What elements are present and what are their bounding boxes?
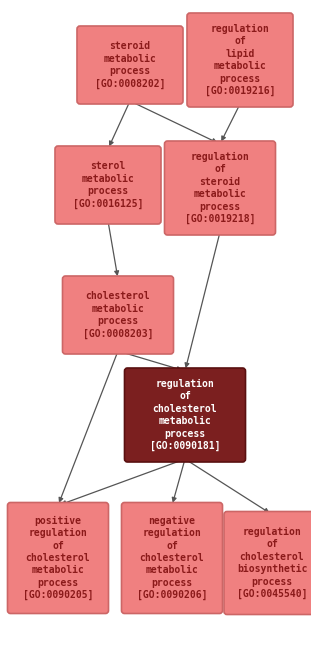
FancyBboxPatch shape <box>55 146 161 224</box>
FancyBboxPatch shape <box>187 13 293 107</box>
Text: regulation
of
lipid
metabolic
process
[GO:0019216]: regulation of lipid metabolic process [G… <box>205 24 275 96</box>
FancyBboxPatch shape <box>77 26 183 104</box>
FancyBboxPatch shape <box>7 503 109 613</box>
Text: regulation
of
cholesterol
metabolic
process
[GO:0090181]: regulation of cholesterol metabolic proc… <box>150 379 220 451</box>
FancyBboxPatch shape <box>122 503 222 613</box>
Text: cholesterol
metabolic
process
[GO:0008203]: cholesterol metabolic process [GO:000820… <box>83 291 153 339</box>
FancyBboxPatch shape <box>63 276 174 354</box>
FancyBboxPatch shape <box>224 512 311 615</box>
FancyBboxPatch shape <box>165 141 276 235</box>
Text: regulation
of
cholesterol
biosynthetic
process
[GO:0045540]: regulation of cholesterol biosynthetic p… <box>237 527 307 599</box>
Text: regulation
of
steroid
metabolic
process
[GO:0019218]: regulation of steroid metabolic process … <box>185 152 255 224</box>
Text: steroid
metabolic
process
[GO:0008202]: steroid metabolic process [GO:0008202] <box>95 41 165 89</box>
Text: positive
regulation
of
cholesterol
metabolic
process
[GO:0090205]: positive regulation of cholesterol metab… <box>23 516 93 600</box>
Text: negative
regulation
of
cholesterol
metabolic
process
[GO:0090206]: negative regulation of cholesterol metab… <box>137 516 207 600</box>
Text: sterol
metabolic
process
[GO:0016125]: sterol metabolic process [GO:0016125] <box>73 161 143 209</box>
FancyBboxPatch shape <box>124 368 245 462</box>
